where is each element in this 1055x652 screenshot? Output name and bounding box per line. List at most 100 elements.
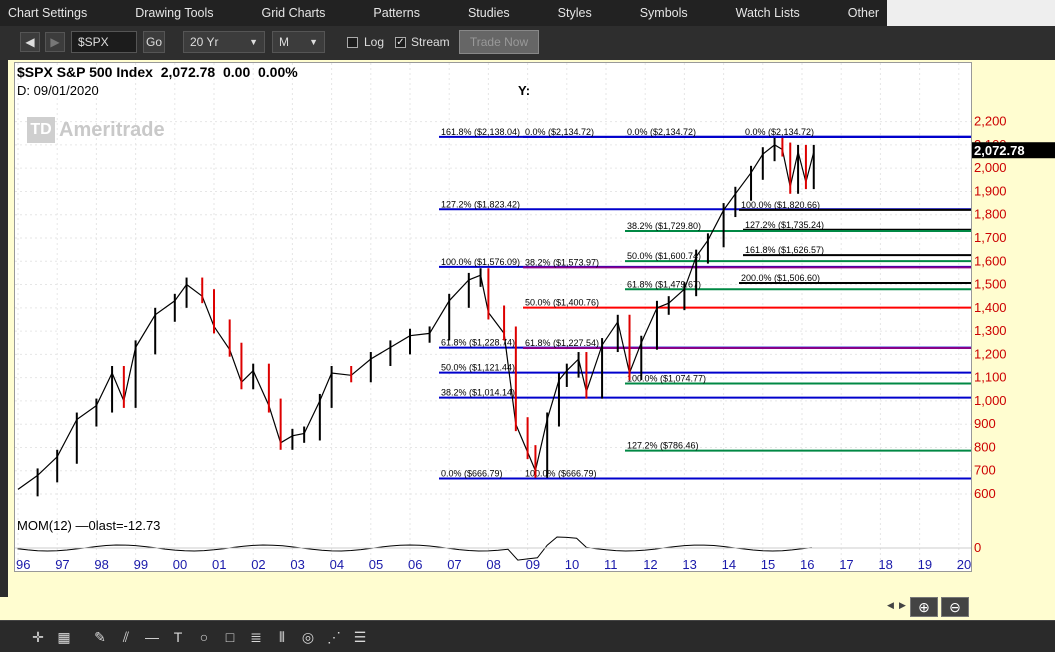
toolbar: ◀ ▶ $SPX Go 20 Yr ▼ M ▼ Log ✓ Stream Trade…	[0, 26, 1055, 60]
fib-label: 100.0% ($1,576.09)	[441, 257, 520, 267]
fib-label: 38.2% ($1,573.97)	[525, 257, 599, 267]
zoom-in-button[interactable]: ⊕	[910, 597, 938, 617]
fib-label: 50.0% ($1,400.76)	[525, 298, 599, 308]
back-button[interactable]: ◀	[20, 32, 40, 52]
period-value: 20 Yr	[190, 35, 219, 49]
scroll-track[interactable]	[14, 600, 908, 614]
fib-label: 127.2% ($1,823.42)	[441, 199, 520, 209]
y-tick-label: 2,200	[974, 114, 1007, 129]
chevron-down-icon: ▼	[249, 37, 258, 47]
x-tick-label: 19	[918, 557, 932, 571]
pencil-icon[interactable]: ✎	[94, 629, 106, 645]
x-tick-label: 10	[565, 557, 579, 571]
menu-patterns[interactable]: Patterns	[373, 6, 420, 20]
menu-styles[interactable]: Styles	[557, 6, 592, 20]
y-tick-label: 1,200	[974, 346, 1007, 361]
menu-grid-charts[interactable]: Grid Charts	[261, 6, 326, 20]
plot-area[interactable]: 161.8% ($2,138.04) 0.0% ($2,134.72) 0.0% (…	[14, 62, 972, 572]
x-tick-label: 12	[643, 557, 657, 571]
symbol-input[interactable]: $SPX	[71, 31, 137, 53]
fib-label: 100.0% ($1,074.77)	[627, 374, 706, 384]
y-tick-label: 1,900	[974, 183, 1007, 198]
x-tick-label: 08	[486, 557, 500, 571]
stream-label: Stream	[411, 35, 450, 49]
rectangle-icon[interactable]: □	[225, 629, 235, 645]
grid-select-icon[interactable]: ▦	[57, 629, 71, 645]
last-price-badge	[972, 142, 1055, 159]
x-tick-label: 00	[173, 557, 187, 571]
fib-label: 61.8% ($1,227.54)	[525, 338, 599, 348]
y-tick-label: 1,700	[974, 230, 1007, 245]
momentum-tick-label: 0	[974, 540, 981, 555]
price-line	[17, 144, 815, 490]
scroll-right-icon[interactable]: ▶	[899, 600, 906, 610]
menu-studies[interactable]: Studies	[467, 6, 510, 20]
fib-label: 38.2% ($1,729.80)	[627, 221, 701, 231]
x-tick-label: 14	[722, 557, 736, 571]
x-tick-label: 01	[212, 557, 226, 571]
menu-chart-settings[interactable]: Chart Settings	[8, 6, 88, 20]
y-tick-label: 800	[974, 439, 996, 454]
x-tick-label: 09	[526, 557, 540, 571]
parallel-lines-icon[interactable]: ⫽	[122, 629, 130, 645]
interval-value: M	[279, 35, 289, 49]
vertical-lines-icon[interactable]: ⦀	[278, 629, 286, 645]
menu-watch-lists[interactable]: Watch Lists	[735, 6, 800, 20]
fib-label: 50.0% ($1,121.44)	[441, 363, 515, 373]
horizontal-line-icon[interactable]: —	[145, 629, 159, 645]
momentum-line	[17, 536, 812, 561]
stream-checkbox[interactable]: ✓	[395, 37, 406, 48]
fib-label: 61.8% ($1,228.74)	[441, 338, 515, 348]
y-tick-label: 1,100	[974, 370, 1007, 385]
x-tick-label: 13	[682, 557, 696, 571]
y-tick-label: 900	[974, 416, 996, 431]
fib-label: 0.0% ($2,134.72)	[525, 127, 594, 137]
zoom-out-icon: ⊖	[949, 599, 961, 615]
y-tick-label: 1,300	[974, 323, 1007, 338]
fan-icon[interactable]: ⋰	[327, 629, 341, 645]
y-tick-label: 2,000	[974, 160, 1007, 175]
ellipse-icon[interactable]: ○	[199, 629, 209, 645]
fibonacci-icon[interactable]: ≣	[250, 629, 262, 645]
y-tick-label: 1,000	[974, 393, 1007, 408]
menu-bar-fill	[887, 0, 1055, 26]
crosshair-icon[interactable]: ✛	[32, 629, 44, 645]
chart-date: D: 09/01/2020	[17, 83, 99, 98]
x-tick-label: 11	[604, 557, 618, 571]
menu-drawing-tools[interactable]: Drawing Tools	[135, 6, 214, 20]
menu-other[interactable]: Other	[847, 6, 880, 20]
x-tick-label: 03	[290, 557, 304, 571]
x-tick-label: 18	[878, 557, 892, 571]
trade-now-button[interactable]: Trade Now	[459, 30, 539, 54]
zoom-out-button[interactable]: ⊖	[941, 597, 969, 617]
triangle-left-icon: ◀	[25, 35, 35, 49]
y-tick-label: 1,800	[974, 207, 1007, 222]
arcs-icon[interactable]: ◎	[301, 629, 315, 645]
td-logo-icon: TD	[27, 117, 55, 143]
period-select[interactable]: 20 Yr ▼	[183, 31, 265, 53]
x-tick-label: 98	[94, 557, 108, 571]
fib-label: 0.0% ($666.79)	[441, 468, 503, 478]
log-label: Log	[364, 35, 385, 49]
scroll-left-icon[interactable]: ◀	[887, 600, 894, 610]
menu-symbols[interactable]: Symbols	[639, 6, 688, 20]
go-button[interactable]: Go	[143, 31, 165, 53]
y-tick-label: 1,600	[974, 253, 1007, 268]
triangle-right-icon: ▶	[50, 35, 60, 49]
text-tool-icon[interactable]: T	[173, 629, 183, 645]
fib-label: 127.2% ($786.46)	[627, 441, 699, 451]
channel-icon[interactable]: ☰	[353, 629, 367, 645]
x-tick-label: 16	[800, 557, 814, 571]
momentum-label: MOM(12) —0last=-12.73	[17, 518, 161, 533]
interval-select[interactable]: M ▼	[272, 31, 325, 53]
x-tick-label: 02	[251, 557, 265, 571]
fib-label: 200.0% ($1,506.60)	[741, 273, 820, 283]
watermark-text: Ameritrade	[59, 118, 165, 141]
last-price-label: 2,072.78	[974, 143, 1025, 158]
x-tick-label: 97	[55, 557, 69, 571]
log-checkbox[interactable]	[347, 37, 358, 48]
zoom-in-icon: ⊕	[918, 599, 930, 615]
x-tick-label: 05	[369, 557, 383, 571]
forward-button[interactable]: ▶	[45, 32, 65, 52]
y-readout: Y:	[518, 83, 531, 98]
